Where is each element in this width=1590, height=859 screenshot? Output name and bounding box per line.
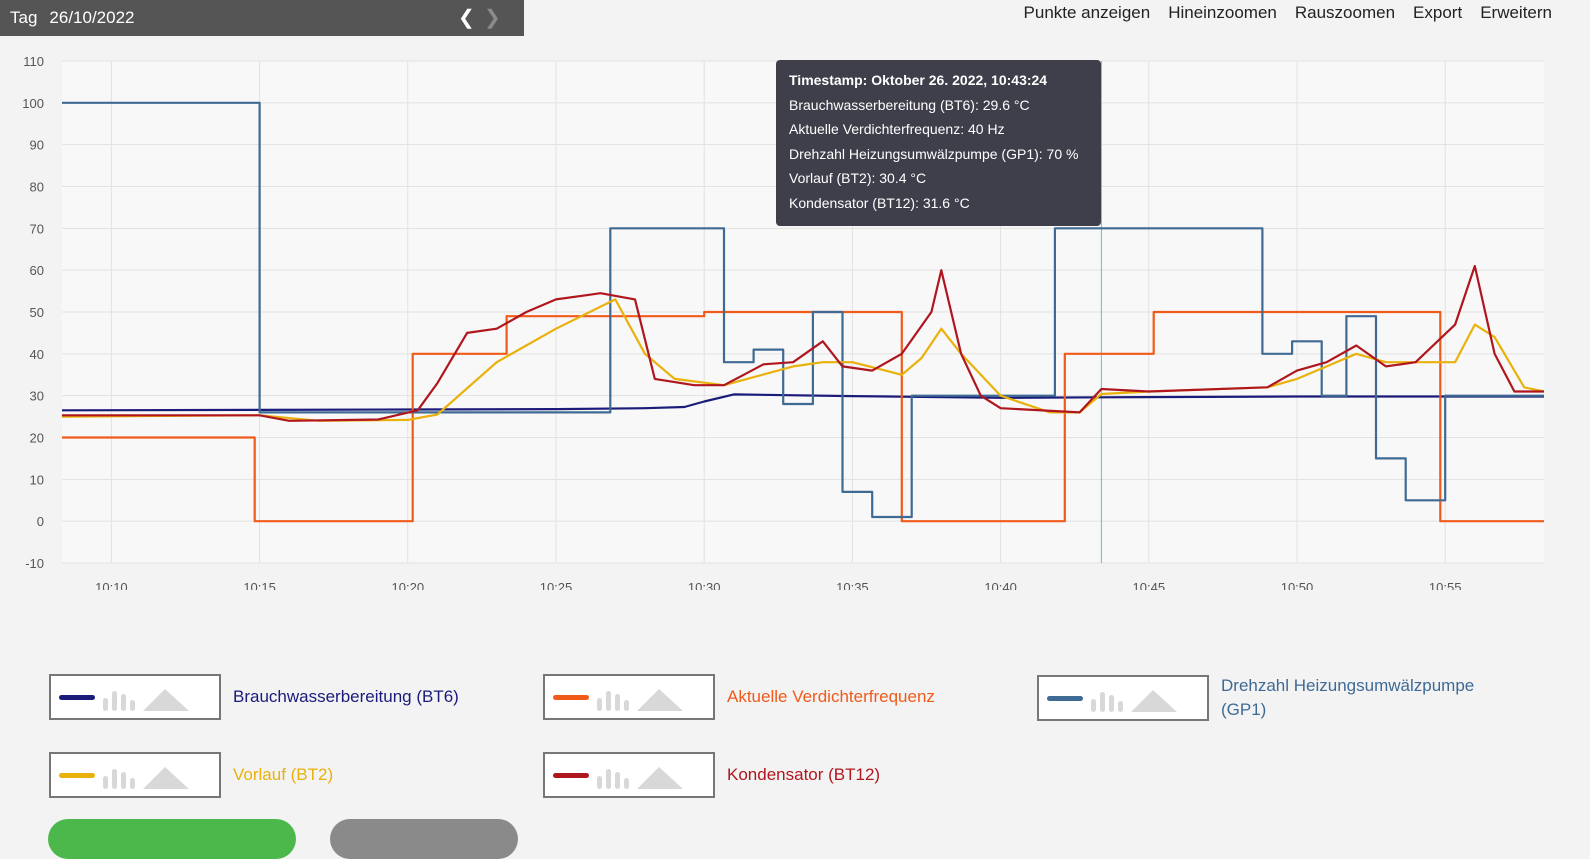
series-line [62, 310, 1544, 523]
y-tick-label: -10 [25, 556, 44, 571]
legend-line-icon [553, 773, 589, 778]
y-tick-label: 100 [22, 96, 44, 111]
tooltip-title: Timestamp: Oktober 26. 2022, 10:43:24 [789, 72, 1048, 88]
zoom-out-button[interactable]: Rauszoomen [1294, 3, 1396, 22]
tooltip-line: Vorlauf (BT2): 30.4 °C [789, 170, 927, 187]
legend-toggle[interactable] [49, 752, 221, 798]
series-line [61, 393, 1544, 412]
y-tick-label: 10 [30, 472, 44, 487]
series-line [62, 264, 1544, 422]
area-chart-icon [637, 689, 683, 711]
legend-item[interactable]: Drehzahl Heizungsumwälzpumpe (GP1) [1037, 674, 1491, 722]
tooltip-line: Aktuelle Verdichterfrequenz: 40 Hz [789, 121, 1005, 138]
x-tick-label: 10:30 [688, 580, 721, 590]
day-selector-bar: Tag 26/10/2022 ❮ ❯ [0, 0, 524, 36]
x-tick-label: 10:25 [540, 580, 573, 590]
legend-item[interactable]: Kondensator (BT12) [543, 752, 1007, 798]
show-points-button[interactable]: Punkte anzeigen [1023, 3, 1151, 22]
y-tick-label: 0 [37, 514, 44, 529]
legend-toggle[interactable] [1037, 675, 1209, 721]
x-tick-label: 10:35 [836, 580, 869, 590]
bar-chart-icon [103, 691, 135, 711]
x-tick-label: 10:40 [984, 580, 1017, 590]
legend-label: Vorlauf (BT2) [233, 765, 334, 784]
legend-line-icon [553, 695, 589, 700]
zoom-in-button[interactable]: Hineinzoomen [1168, 3, 1277, 22]
x-tick-label: 10:55 [1429, 580, 1462, 590]
y-tick-label: 110 [23, 54, 44, 69]
y-tick-label: 50 [30, 305, 44, 320]
export-button[interactable]: Export [1413, 3, 1463, 22]
legend-label: Drehzahl Heizungsumwälzpumpe (GP1) [1221, 676, 1475, 719]
legend-line-icon [1047, 696, 1083, 701]
legend-toggle[interactable] [543, 752, 715, 798]
y-tick-label: 40 [30, 347, 44, 362]
tooltip-line: Kondensator (BT12): 31.6 °C [789, 194, 970, 211]
y-tick-label: 60 [30, 263, 44, 278]
x-tick-label: 10:20 [392, 580, 425, 590]
legend-item[interactable]: Aktuelle Verdichterfrequenz [543, 674, 1007, 720]
y-tick-label: 70 [30, 221, 44, 236]
tooltip-line: Brauchwasserbereitung (BT6): 29.6 °C [789, 96, 1030, 113]
date-label[interactable]: 26/10/2022 [49, 8, 135, 27]
legend-line-icon [59, 695, 95, 700]
area-chart-icon [143, 767, 189, 789]
primary-button[interactable] [48, 819, 296, 859]
period-label: Tag [10, 8, 38, 27]
legend-item[interactable]: Brauchwasserbereitung (BT6) [49, 674, 513, 720]
legend-toggle[interactable] [49, 674, 221, 720]
bar-chart-icon [103, 769, 135, 789]
series-line [62, 101, 1544, 519]
chart-toolbar: Punkte anzeigen Hineinzoomen Rauszoomen … [1024, 3, 1552, 23]
legend-line-icon [59, 773, 95, 778]
legend-toggle[interactable] [543, 674, 715, 720]
legend-label: Brauchwasserbereitung (BT6) [233, 687, 459, 706]
legend-label: Kondensator (BT12) [727, 765, 881, 784]
x-tick-label: 10:45 [1133, 580, 1166, 590]
bar-chart-icon [597, 691, 629, 711]
chart-tooltip: Timestamp: Oktober 26. 2022, 10:43:24 Br… [776, 60, 1101, 226]
area-chart-icon [1131, 690, 1177, 712]
x-tick-label: 10:10 [95, 580, 128, 590]
bar-chart-icon [597, 769, 629, 789]
y-tick-label: 90 [30, 138, 44, 153]
legend-label: Aktuelle Verdichterfrequenz [727, 687, 935, 706]
y-tick-label: 20 [30, 431, 44, 446]
chevron-right-icon[interactable]: ❯ [484, 7, 501, 29]
x-tick-label: 10:50 [1281, 580, 1314, 590]
area-chart-icon [637, 767, 683, 789]
chevron-left-icon[interactable]: ❮ [458, 7, 475, 29]
expand-button[interactable]: Erweitern [1480, 3, 1552, 22]
x-tick-label: 10:15 [243, 580, 276, 590]
bar-chart-icon [1091, 692, 1123, 712]
y-tick-label: 80 [30, 180, 44, 195]
tooltip-line: Drehzahl Heizungsumwälzpumpe (GP1): 70 % [789, 145, 1079, 162]
y-tick-label: 30 [30, 389, 44, 404]
secondary-button[interactable] [330, 819, 518, 859]
area-chart-icon [143, 689, 189, 711]
legend-item[interactable]: Vorlauf (BT2) [49, 752, 513, 798]
